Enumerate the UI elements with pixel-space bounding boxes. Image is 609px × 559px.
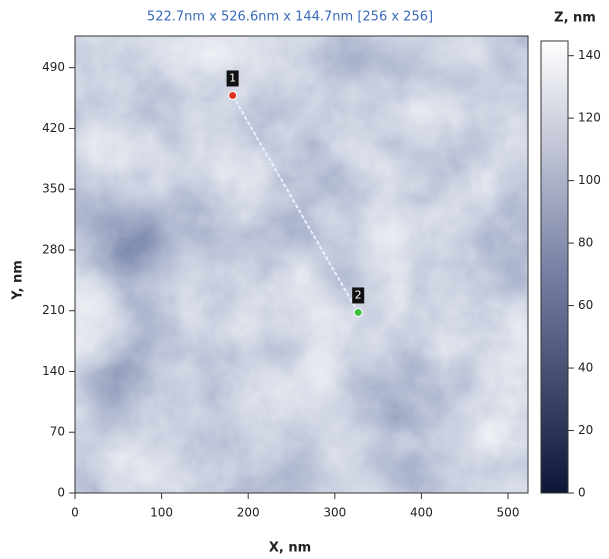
marker-label: 1 — [229, 71, 236, 84]
marker-label-box — [226, 70, 239, 87]
x-axis-label: X, nm — [269, 541, 311, 556]
y-tick-label: 280 — [42, 242, 65, 256]
y-tick-label: 140 — [42, 364, 65, 378]
colorbar-tick-label: 40 — [578, 361, 593, 375]
y-tick-label: 350 — [42, 182, 65, 196]
colorbar-tick-label: 60 — [578, 298, 593, 312]
x-tick-label: 200 — [237, 506, 260, 520]
plot-frame — [74, 35, 529, 494]
colorbar-tick-label: 20 — [578, 423, 593, 437]
marker-label-box — [352, 287, 365, 304]
y-tick-label: 210 — [42, 303, 65, 317]
colorbar-label: Z, nm — [554, 11, 596, 26]
y-tick-label: 70 — [50, 425, 65, 439]
profile-marker — [353, 307, 363, 317]
colorbar-tick-label: 140 — [578, 48, 601, 62]
x-tick-label: 400 — [410, 506, 433, 520]
x-tick-label: 500 — [497, 506, 520, 520]
y-tick-label: 420 — [42, 121, 65, 135]
y-tick-label: 0 — [57, 486, 65, 500]
profile-marker — [228, 90, 238, 100]
afm-image — [75, 36, 528, 493]
x-tick-label: 300 — [323, 506, 346, 520]
chart-title: 522.7nm x 526.6nm x 144.7nm [256 x 256] — [147, 10, 433, 25]
y-axis-label: Y, nm — [11, 260, 26, 301]
colorbar-tick-label: 120 — [578, 111, 601, 125]
marker-label: 2 — [355, 288, 362, 301]
colorbar-tick-label: 0 — [578, 486, 586, 500]
x-tick-label: 100 — [150, 506, 173, 520]
x-tick-label: 0 — [71, 506, 79, 520]
colorbar-tick-label: 100 — [578, 173, 601, 187]
colorbar-tick-label: 80 — [578, 236, 593, 250]
y-tick-label: 490 — [42, 60, 65, 74]
colorbar — [540, 40, 569, 494]
